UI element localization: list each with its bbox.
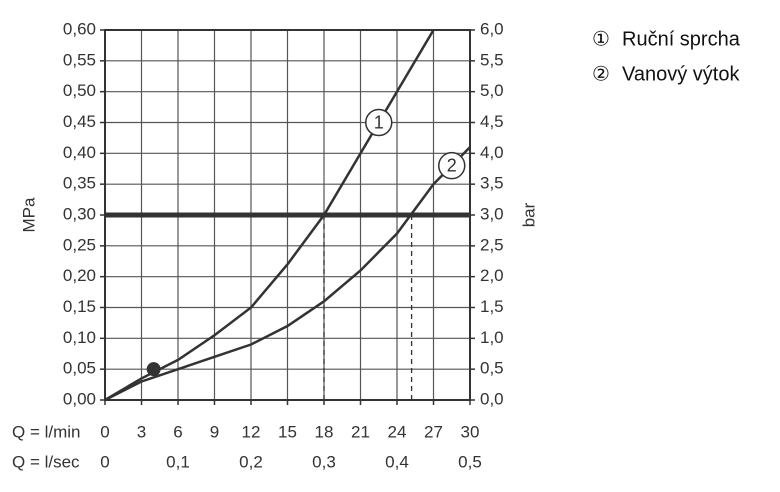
y-axis-label: MPa [19,197,38,233]
y-tick-label: 0,15 [63,297,96,316]
y2-tick-label: 6,0 [480,19,504,38]
legend-label: Ruční sprcha [622,28,741,50]
legend-marker: ② [592,63,610,85]
y-tick-label: 0,25 [63,235,96,254]
curve-label-circle [365,108,393,137]
y2-tick-label: 2,0 [480,266,504,285]
x-tick-label: 3 [137,422,146,441]
x2-tick-label: 0,4 [385,452,409,471]
y-tick-label: 0,05 [63,359,96,378]
y2-tick-label: 3,0 [480,204,504,223]
y2-tick-label: 0,0 [480,389,504,408]
y-tick-label: 0,35 [63,174,96,193]
series-line [104,146,471,402]
x-tick-label: 12 [242,422,261,441]
x-tick-label: 18 [315,422,334,441]
y-tick-label: 0,30 [63,204,96,223]
y2-tick-label: 2,5 [480,235,504,254]
x2-tick-label: 0,2 [239,452,263,471]
x-tick-label: 24 [388,422,407,441]
y2-tick-label: 1,0 [480,328,504,347]
x-tick-label: 30 [461,422,480,441]
y-tick-label: 0,60 [63,19,96,38]
y-tick-label: 0,50 [63,81,96,100]
x-tick-label: 6 [173,422,182,441]
x-tick-label: 27 [424,422,443,441]
y2-tick-label: 3,5 [480,174,504,193]
y-tick-label: 0,20 [63,266,96,285]
y2-tick-label: 4,0 [480,143,504,162]
point-marker [146,362,161,377]
x2-tick-label: 0,3 [312,452,336,471]
y2-tick-label: 1,5 [480,297,504,316]
y2-tick-label: 5,0 [480,81,504,100]
y-tick-label: 0,10 [63,328,96,347]
y-tick-label: 0,40 [63,143,96,162]
legend-label: Vanový výtok [622,63,740,85]
x2-tick-label: 0 [100,452,109,471]
x-tick-label: 15 [278,422,297,441]
x2-tick-label: 0,1 [166,452,190,471]
curve-label: 2 [447,155,457,175]
x-tick-label: 0 [100,422,109,441]
y-tick-label: 0,00 [63,389,96,408]
curve-label-circle [438,151,466,180]
x2-tick-label: 0,5 [458,452,482,471]
y2-tick-label: 0,5 [480,359,504,378]
y-tick-label: 0,45 [63,112,96,131]
x2-axis-label: Q = l/sec [12,452,80,471]
x-tick-label: 21 [351,422,370,441]
y2-tick-label: 5,5 [480,50,504,69]
legend-marker: ① [592,28,610,50]
x-axis-label: Q = l/min [12,422,81,441]
y2-tick-label: 4,5 [480,112,504,131]
y2-axis-label: bar [519,202,538,227]
curve-label: 1 [374,112,384,132]
x-tick-label: 9 [210,422,219,441]
y-tick-label: 0,55 [63,50,96,69]
